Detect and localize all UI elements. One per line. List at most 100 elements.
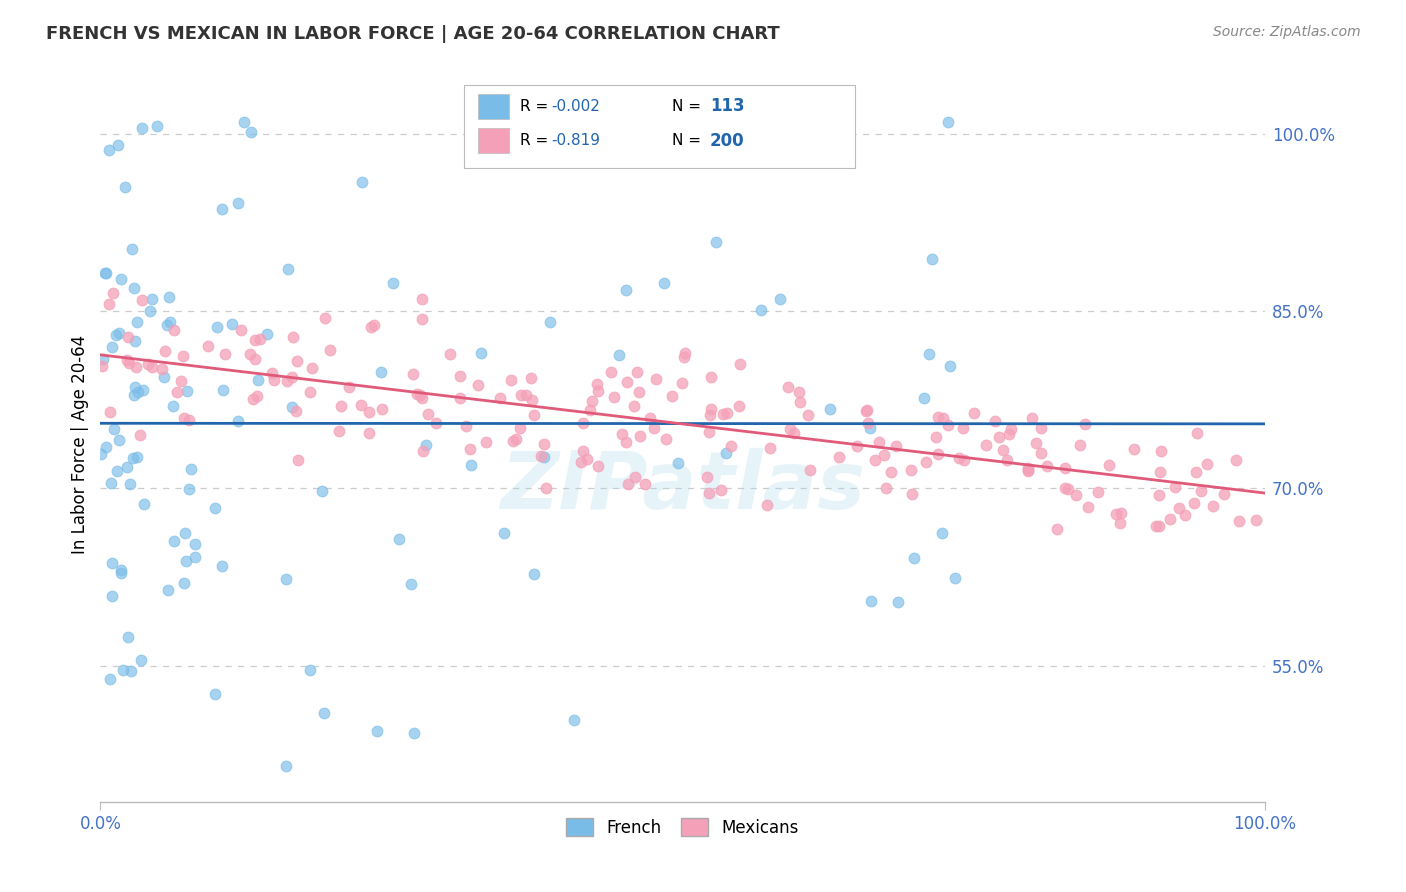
Point: [263, 373, 285, 387]
Point: [510, 388, 533, 402]
Point: [700, 402, 723, 417]
Point: [122, 388, 145, 402]
Point: [997, 426, 1019, 441]
Point: [415, 437, 437, 451]
Point: [312, 706, 335, 720]
Point: [855, 404, 877, 418]
Point: [221, 317, 243, 331]
Point: [1064, 488, 1087, 502]
Point: [136, 357, 159, 371]
Point: [1213, 486, 1236, 500]
Y-axis label: In Labor Force | Age 20-64: In Labor Force | Age 20-64: [72, 334, 89, 554]
Point: [533, 450, 555, 464]
Point: [900, 487, 922, 501]
Point: [1185, 426, 1208, 441]
Point: [953, 453, 976, 467]
Point: [110, 563, 132, 577]
Point: [903, 550, 925, 565]
Text: R =: R =: [520, 134, 554, 148]
Point: [1225, 453, 1247, 467]
Point: [783, 426, 806, 441]
Point: [900, 463, 922, 477]
Point: [711, 407, 734, 421]
Point: [110, 566, 132, 581]
Point: [995, 452, 1018, 467]
Point: [425, 416, 447, 430]
Point: [460, 458, 482, 472]
Point: [927, 446, 949, 460]
Point: [704, 235, 727, 250]
Point: [173, 410, 195, 425]
Text: N =: N =: [672, 99, 706, 113]
Point: [616, 477, 638, 491]
Point: [157, 289, 180, 303]
Point: [614, 284, 637, 298]
Point: [226, 414, 249, 428]
Point: [125, 315, 148, 329]
Point: [150, 362, 173, 376]
Point: [350, 175, 373, 189]
Point: [337, 380, 360, 394]
Point: [936, 417, 959, 432]
Text: Source: ZipAtlas.com: Source: ZipAtlas.com: [1213, 25, 1361, 39]
Point: [357, 425, 380, 440]
Point: [180, 462, 202, 476]
Point: [117, 630, 139, 644]
Point: [1147, 519, 1170, 533]
Point: [728, 399, 751, 413]
Point: [98, 405, 121, 419]
Point: [411, 391, 433, 405]
Point: [229, 322, 252, 336]
Point: [467, 377, 489, 392]
Point: [673, 345, 696, 359]
Point: [1202, 499, 1225, 513]
Point: [1017, 464, 1039, 478]
Point: [458, 442, 481, 456]
Point: [170, 374, 193, 388]
Point: [599, 365, 621, 379]
Point: [1244, 513, 1267, 527]
Point: [131, 120, 153, 135]
Point: [652, 276, 675, 290]
Point: [1017, 462, 1039, 476]
Point: [121, 243, 143, 257]
Point: [1054, 460, 1077, 475]
Point: [628, 429, 651, 443]
Point: [696, 469, 718, 483]
Point: [758, 441, 780, 455]
Point: [523, 408, 546, 422]
Point: [404, 725, 426, 739]
Point: [163, 533, 186, 548]
Point: [274, 572, 297, 586]
Point: [586, 376, 609, 391]
Point: [350, 398, 373, 412]
Point: [118, 356, 141, 370]
Point: [274, 759, 297, 773]
Point: [581, 394, 603, 409]
Point: [912, 391, 935, 405]
Text: R =: R =: [520, 99, 554, 113]
Point: [131, 293, 153, 307]
Point: [1189, 484, 1212, 499]
Point: [363, 318, 385, 332]
Point: [132, 384, 155, 398]
Point: [534, 481, 557, 495]
Point: [242, 392, 264, 406]
Point: [523, 567, 546, 582]
Point: [502, 434, 524, 448]
Point: [98, 144, 121, 158]
Point: [1056, 483, 1078, 497]
Point: [936, 115, 959, 129]
Point: [872, 449, 894, 463]
Point: [226, 196, 249, 211]
Point: [439, 347, 461, 361]
Point: [90, 447, 112, 461]
Point: [974, 438, 997, 452]
Point: [1000, 422, 1022, 436]
Point: [108, 326, 131, 341]
Point: [470, 346, 492, 360]
Point: [714, 446, 737, 460]
Point: [634, 477, 657, 491]
Point: [412, 443, 434, 458]
Text: 113: 113: [710, 97, 745, 115]
